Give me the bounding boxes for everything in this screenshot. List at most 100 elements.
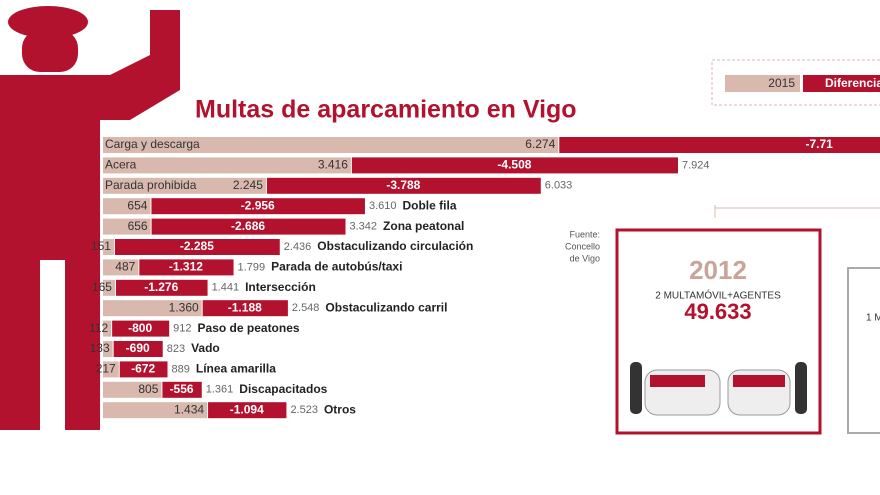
value-label: 133 bbox=[90, 341, 110, 355]
value-label: 6.274 bbox=[525, 137, 555, 151]
panel bbox=[847, 267, 880, 434]
value-label: 487 bbox=[115, 260, 135, 274]
legend-label: Diferencia bbox=[825, 76, 880, 90]
category-label: Paso de peatones bbox=[198, 321, 300, 335]
category-label: Parada prohibida bbox=[105, 178, 197, 192]
total-label: 3.342 bbox=[350, 221, 378, 233]
bar bbox=[103, 198, 151, 215]
panel-year: 2012 bbox=[689, 255, 747, 285]
bar bbox=[559, 137, 880, 153]
bar bbox=[103, 239, 114, 255]
category-label: Obstaculizando carril bbox=[325, 300, 447, 314]
value-label: -4.508 bbox=[497, 158, 531, 172]
total-label: 1.799 bbox=[238, 261, 266, 273]
total-label: 2.548 bbox=[292, 302, 320, 314]
bar bbox=[103, 402, 208, 419]
source: de Vigo bbox=[570, 253, 600, 263]
bar bbox=[139, 259, 234, 276]
bar bbox=[113, 341, 163, 357]
total-label: 1.361 bbox=[206, 384, 234, 396]
value-label: 654 bbox=[127, 198, 147, 212]
value-label: 2.245 bbox=[233, 178, 263, 192]
legend-box bbox=[711, 59, 880, 106]
bar bbox=[208, 402, 287, 419]
total-label: 6.033 bbox=[545, 180, 573, 192]
bar bbox=[103, 279, 115, 296]
legend-swatch bbox=[803, 75, 880, 92]
bar bbox=[103, 320, 112, 337]
value-label: 805 bbox=[138, 382, 158, 396]
value-label: -800 bbox=[128, 321, 152, 335]
category-label: Discapacitados bbox=[239, 382, 327, 396]
chart-title: Multas de aparcamiento en Vigo bbox=[195, 96, 577, 124]
category-label: Otros bbox=[324, 402, 356, 416]
value-label: 151 bbox=[91, 239, 111, 253]
total-label: 912 bbox=[173, 323, 191, 335]
bar bbox=[266, 177, 541, 194]
cars bbox=[630, 362, 807, 416]
value-label: 1.360 bbox=[169, 300, 199, 314]
bar bbox=[162, 381, 202, 398]
value-label: 165 bbox=[92, 280, 112, 294]
value-label: -2.956 bbox=[241, 198, 275, 212]
bar bbox=[114, 239, 280, 255]
value-label: -556 bbox=[170, 382, 194, 396]
bar bbox=[202, 300, 288, 317]
bar bbox=[103, 177, 266, 194]
category-label: Línea amarilla bbox=[196, 362, 276, 376]
bar bbox=[103, 218, 151, 235]
category-label: Doble fila bbox=[402, 198, 456, 212]
value-label: -1.276 bbox=[144, 280, 178, 294]
bar bbox=[112, 320, 170, 337]
value-label: -672 bbox=[131, 362, 155, 376]
value-label: 656 bbox=[128, 219, 148, 233]
total-label: 7.924 bbox=[682, 159, 710, 171]
value-label: 3.416 bbox=[318, 158, 348, 172]
bar bbox=[103, 381, 162, 398]
value-label: -7.71 bbox=[805, 137, 833, 151]
category-label: Acera bbox=[105, 158, 137, 172]
category-label: Intersección bbox=[245, 280, 316, 294]
value-label: -690 bbox=[126, 341, 150, 355]
bar bbox=[103, 157, 351, 174]
source: Fuente: bbox=[569, 229, 600, 239]
total-label: 2.523 bbox=[290, 404, 318, 416]
panel-value: 49.633 bbox=[684, 299, 751, 324]
bar bbox=[103, 259, 139, 276]
category-label: Obstaculizando circulación bbox=[317, 239, 473, 253]
category-label: Carga y descarga bbox=[105, 137, 200, 151]
panel-subtitle: 1 M bbox=[866, 313, 880, 324]
bar bbox=[103, 361, 119, 378]
total-label: 823 bbox=[167, 343, 185, 355]
bar bbox=[119, 361, 168, 378]
value-label: -1.188 bbox=[228, 300, 262, 314]
bar bbox=[103, 300, 202, 317]
legend-label: 2015 bbox=[768, 76, 795, 90]
bar bbox=[103, 341, 113, 357]
value-label: -2.285 bbox=[180, 239, 214, 253]
category-label: Parada de autobús/taxi bbox=[271, 260, 402, 274]
bar bbox=[351, 157, 678, 174]
bar bbox=[151, 198, 365, 215]
panel-subtitle: 2 MULTAMÓVIL+AGENTES bbox=[655, 289, 781, 302]
value-label: 1.434 bbox=[174, 402, 204, 416]
legend-swatch bbox=[725, 75, 800, 92]
total-label: 1.441 bbox=[212, 282, 240, 294]
total-label: 2.436 bbox=[284, 241, 312, 253]
category-label: Zona peatonal bbox=[383, 219, 464, 233]
connector bbox=[714, 205, 880, 218]
value-label: -1.094 bbox=[230, 402, 264, 416]
total-label: 3.610 bbox=[369, 200, 397, 212]
value-label: 112 bbox=[89, 321, 108, 335]
bar bbox=[151, 218, 346, 235]
bar bbox=[103, 137, 559, 153]
value-label: -1.312 bbox=[169, 260, 203, 274]
category-label: Vado bbox=[191, 341, 220, 355]
value-label: -3.788 bbox=[386, 178, 420, 192]
value-label: 217 bbox=[96, 362, 116, 376]
source: Concello bbox=[565, 241, 600, 251]
icon bbox=[0, 6, 180, 430]
value-label: -2.686 bbox=[231, 219, 265, 233]
